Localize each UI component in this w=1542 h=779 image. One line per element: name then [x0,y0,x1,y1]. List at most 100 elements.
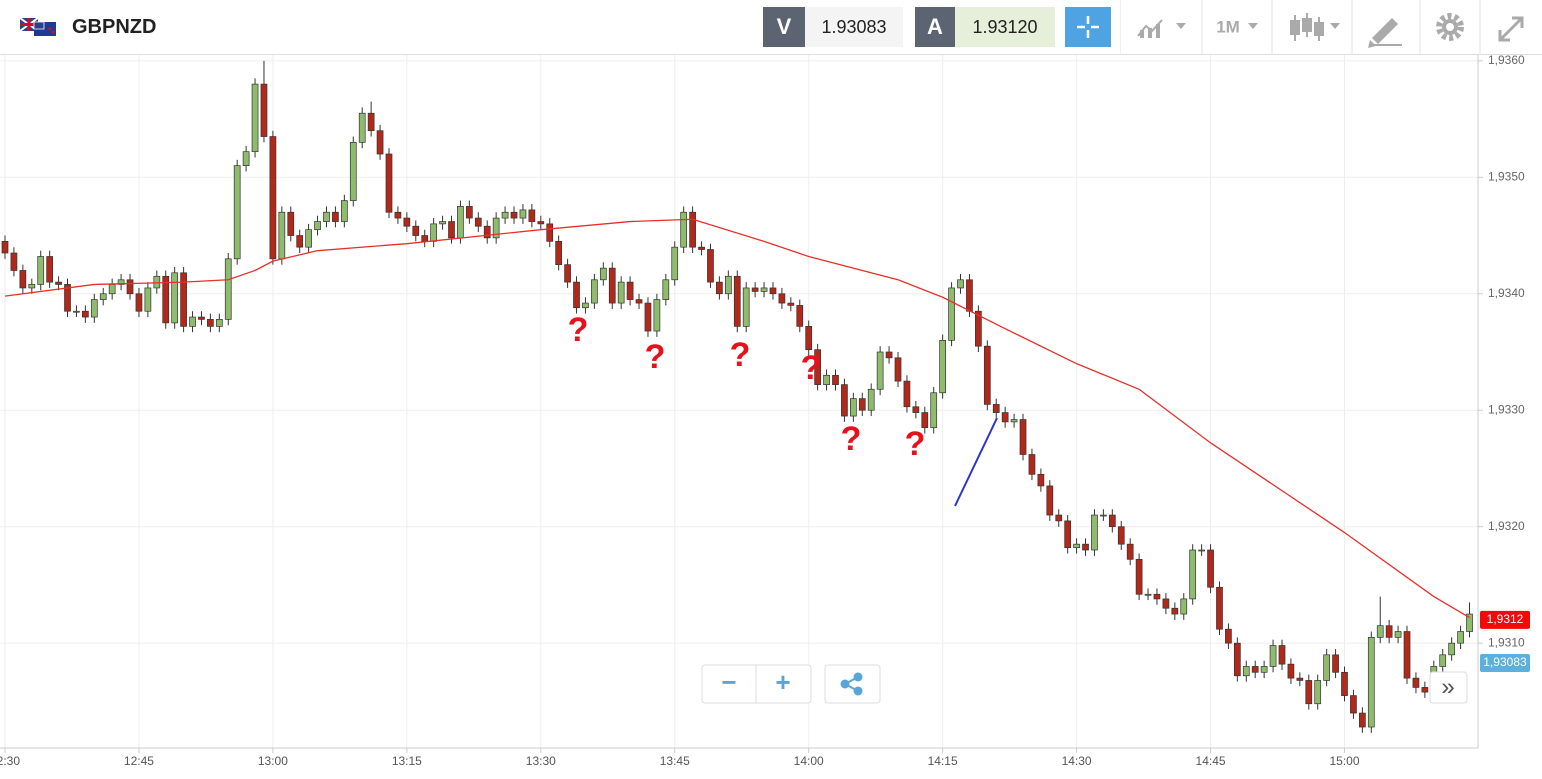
candle-body [19,270,27,289]
crosshair-button[interactable] [1065,7,1111,47]
candle-body [582,302,589,309]
candle-body [73,310,80,313]
candle-body [55,281,62,285]
grid [0,55,1478,748]
scroll-label: » [1441,673,1454,700]
candle-body [939,340,947,394]
candle-body [1296,677,1304,681]
candle-body [1,241,9,254]
candle-body [99,293,107,300]
annotation: ? [905,425,926,463]
candle-body [1055,514,1063,522]
candle-body [653,299,661,332]
candle-body [769,287,777,295]
price-tag [1480,610,1530,629]
candle-body [778,293,786,304]
bid-price: 1.93083 [805,7,903,47]
x-tick-label: 13:00 [258,754,288,768]
candle-body [724,275,732,295]
chart-type-button[interactable] [1137,19,1186,38]
candle-body [823,374,830,385]
candle-body [1001,412,1009,423]
candle-body [1126,543,1134,560]
candle-body [912,406,920,413]
zoom-in-button[interactable]: + [775,667,790,697]
candle-body [189,316,196,327]
expand-button[interactable] [1498,16,1524,42]
candle-body [716,281,723,295]
candle-body [1439,654,1447,667]
annotation: ? [841,420,862,458]
candle-body [180,272,187,327]
candle-body [1269,645,1277,667]
candle-body [1305,680,1313,705]
x-tick-label: 13:45 [660,754,690,768]
candle-body [90,299,98,318]
candle-body [894,357,902,382]
price-tag-label: 1,9312 [1487,612,1524,626]
candle-body [921,412,929,429]
drawing-button[interactable] [1368,18,1402,48]
candle-body [983,345,991,405]
x-tick-label: 14:15 [928,754,958,768]
candle-body [1189,549,1197,600]
candle-body [37,256,45,285]
candle-body [698,246,705,250]
candle-body [1394,631,1402,638]
candle-body [1403,631,1411,679]
candle-body [1341,671,1348,696]
crosshair-icon [1077,16,1099,38]
candle-body [903,380,911,408]
candle-body [617,281,625,304]
candle-body [367,112,375,132]
candle-body [403,217,411,227]
candle-body [1350,695,1357,714]
candle-body [64,284,71,312]
annotation: ? [568,311,589,349]
candle-body [135,293,143,312]
candle-body [28,284,36,289]
ask-button[interactable]: A [915,7,955,47]
y-tick-label: 1,9350 [1488,169,1525,183]
candle-body [1385,625,1393,638]
candle-body [233,165,241,260]
candle-body [733,275,741,327]
candle-body [858,398,866,411]
candle-body [1332,654,1339,673]
moving-average [4,218,1470,619]
x-tick-label: 12:30 [0,754,20,768]
candle-body [564,264,571,283]
candle-body [1251,666,1259,673]
y-tick-label: 1,9340 [1488,286,1525,300]
candle-body [314,221,321,231]
share-button[interactable] [824,664,881,704]
candle-body [1180,598,1188,615]
candle-body [787,302,795,306]
candle-body [885,351,893,359]
candle-body [1359,712,1366,728]
candle-body [608,267,616,304]
candle-type-button[interactable] [1290,13,1340,41]
candle-body [689,211,696,248]
candle-body [349,142,357,201]
candle-body [1144,593,1152,596]
candle-body [1091,514,1098,551]
candle-body [1019,419,1027,455]
bid-button[interactable]: V [763,7,805,47]
x-tick-label: 12:45 [124,754,154,768]
candle-body [644,302,652,332]
candle-body [242,151,250,166]
timeframe[interactable]: 1M [1216,17,1240,36]
candle-body [296,235,304,248]
settings-button[interactable] [1436,13,1464,41]
candle-body [1198,549,1205,552]
plot-area [1,60,1473,733]
candle-body [1082,543,1089,551]
candle-body [323,211,330,222]
candle-body [662,279,670,300]
candle-body [1108,514,1116,528]
candle-body [332,211,339,222]
scroll-button[interactable] [1429,671,1468,704]
zoom-out-button[interactable]: − [721,667,736,697]
